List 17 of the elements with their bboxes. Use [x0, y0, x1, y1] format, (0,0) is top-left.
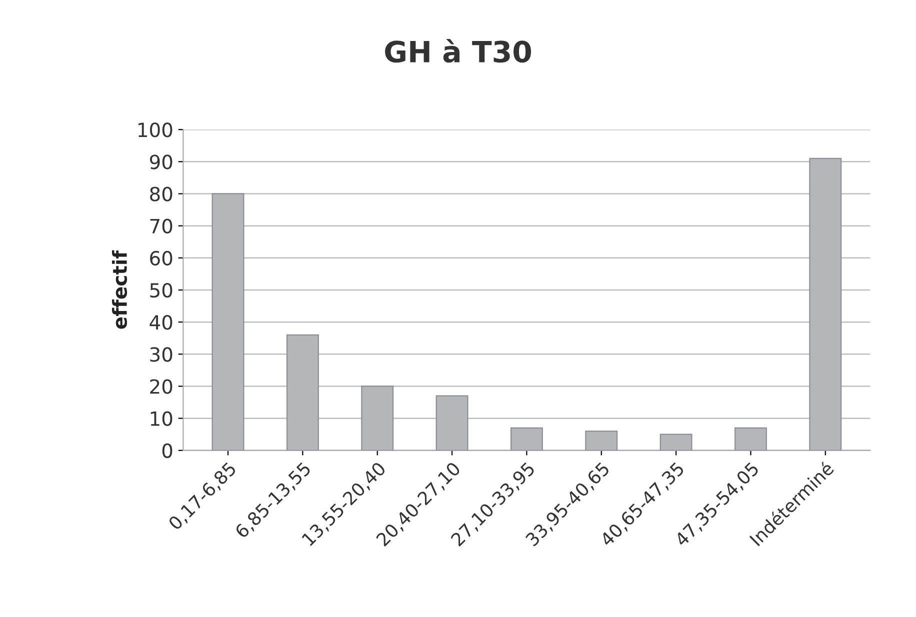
y-tick-label: 60 — [150, 250, 172, 266]
y-tick-label: 90 — [150, 154, 172, 170]
y-tick-label: 80 — [150, 186, 172, 202]
bar — [510, 427, 543, 450]
chart-title: GH à T30 — [385, 38, 532, 63]
y-tick-label: 20 — [150, 379, 172, 394]
y-tick-label: 70 — [150, 218, 172, 234]
bar — [660, 434, 692, 450]
y-tick-label: 40 — [150, 315, 172, 330]
y-tick-label: 10 — [150, 411, 172, 426]
y-tick-label: 50 — [150, 282, 172, 298]
y-tick-label: 30 — [150, 347, 172, 362]
y-axis-title: effectif — [112, 250, 128, 329]
y-tick-label: 100 — [138, 122, 172, 138]
bar — [585, 430, 618, 450]
bar — [734, 427, 767, 450]
y-tick-label: 0 — [162, 443, 172, 458]
